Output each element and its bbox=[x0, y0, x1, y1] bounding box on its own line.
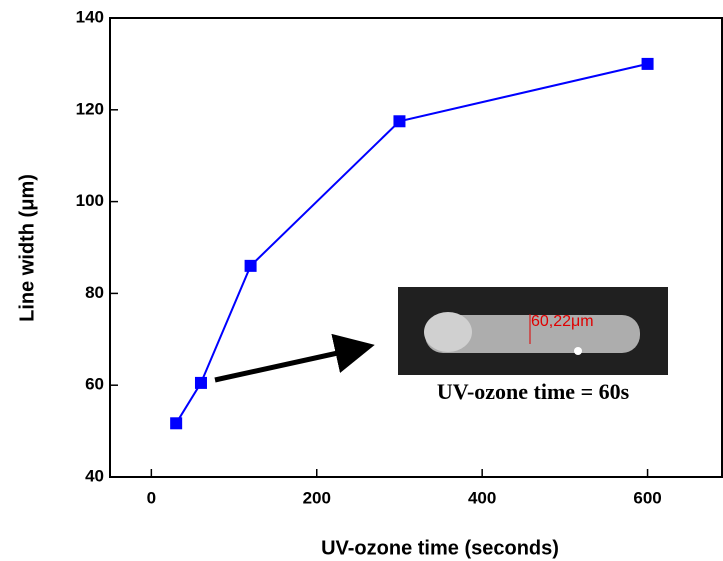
data-point bbox=[244, 259, 257, 272]
x-axis-label: UV-ozone time (seconds) bbox=[321, 537, 559, 559]
measurement-label: 60,22μm bbox=[531, 313, 594, 330]
inset: 60,22μm UV-ozone time = 60s bbox=[214, 287, 668, 404]
plot-frame bbox=[109, 17, 723, 478]
data-point bbox=[170, 417, 183, 430]
y-tick-label: 60 bbox=[85, 375, 104, 394]
inset-line bbox=[425, 315, 640, 353]
x-tick-label: 600 bbox=[633, 488, 661, 507]
arrow bbox=[214, 333, 375, 383]
y-tick-label: 40 bbox=[85, 466, 104, 485]
plot: 40 60 80 100 120 140 0 200 400 600 bbox=[76, 7, 723, 507]
inset-dot bbox=[574, 347, 582, 355]
data-point bbox=[194, 376, 207, 389]
y-axis-label: Line width (μm) bbox=[16, 174, 38, 322]
data-point bbox=[393, 115, 406, 128]
data-point bbox=[641, 57, 654, 70]
y-tick-label: 100 bbox=[76, 191, 104, 210]
inset-caption: UV-ozone time = 60s bbox=[437, 379, 630, 404]
x-tick-label: 200 bbox=[303, 488, 331, 507]
x-tick-label: 400 bbox=[468, 488, 496, 507]
x-tick-label: 0 bbox=[147, 488, 156, 507]
y-tick-label: 120 bbox=[76, 99, 104, 118]
y-tick-label: 140 bbox=[76, 7, 104, 26]
y-tick-label: 80 bbox=[85, 283, 104, 302]
inset-blob bbox=[424, 312, 472, 352]
